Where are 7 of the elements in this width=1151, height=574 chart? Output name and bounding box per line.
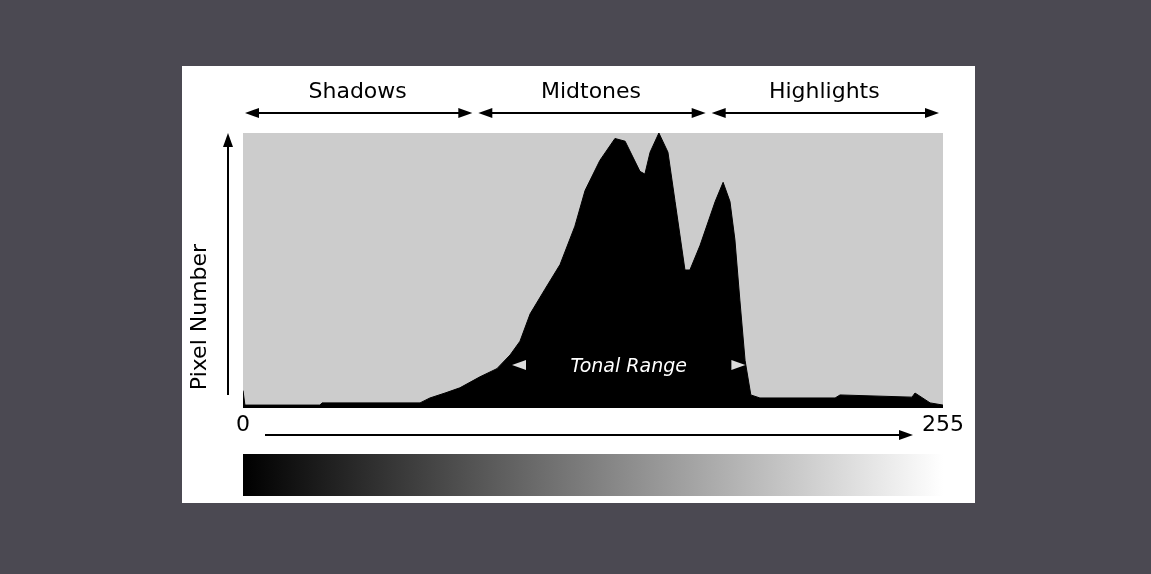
- annotation: Tonal Range: [570, 354, 687, 376]
- x-tick-label: 0: [236, 410, 250, 436]
- y-axis-title: Pixel Number: [186, 242, 211, 391]
- x-tick-label: 255: [922, 410, 964, 436]
- text: Highlights: [768, 78, 880, 103]
- text: Midtones: [540, 78, 642, 103]
- text: Shadows: [308, 78, 407, 103]
